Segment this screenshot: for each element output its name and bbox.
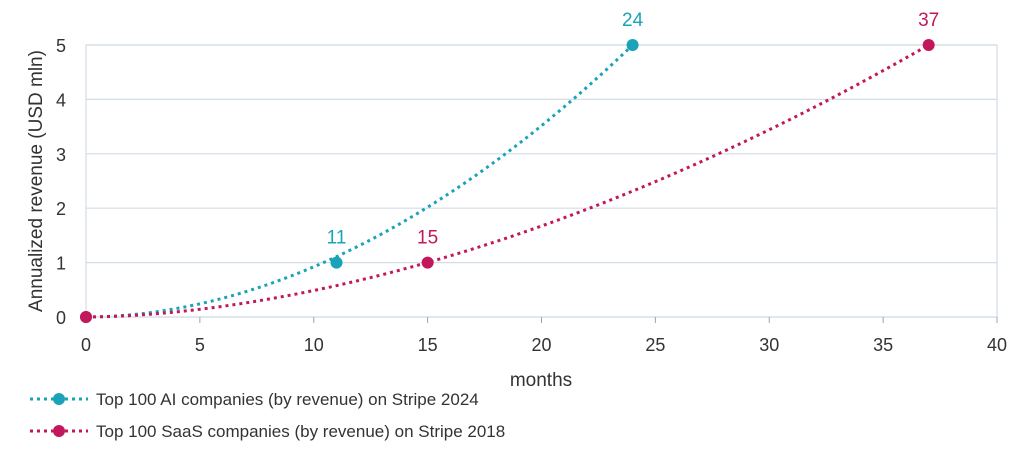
data-point-1-1 — [421, 256, 434, 269]
data-point-0-1 — [330, 256, 343, 269]
data-point-1-2 — [922, 39, 935, 51]
legend-item-saas: Top 100 SaaS companies (by revenue) on S… — [30, 422, 505, 441]
y-tick-label: 3 — [56, 145, 66, 165]
y-tick-label: 5 — [56, 36, 66, 56]
legend-marker-saas — [53, 425, 65, 437]
data-point-1-0 — [80, 311, 92, 323]
x-tick-label: 35 — [873, 335, 893, 355]
data-point-0-2 — [626, 39, 639, 51]
plot-area — [85, 44, 998, 318]
x-tick-label: 10 — [304, 335, 324, 355]
legend-marker-ai — [53, 393, 65, 405]
y-tick-label: 1 — [56, 254, 66, 274]
y-axis-label: Annualized revenue (USD mln) — [26, 50, 47, 312]
x-tick-label: 30 — [759, 335, 779, 355]
series-line-0 — [85, 43, 634, 319]
x-tick-label: 5 — [195, 335, 205, 355]
x-tick-label: 40 — [987, 335, 1007, 355]
grid — [86, 44, 997, 318]
legend-label-saas: Top 100 SaaS companies (by revenue) on S… — [96, 422, 505, 441]
legend: Top 100 AI companies (by revenue) on Str… — [30, 390, 505, 441]
axes: 0 1 2 3 4 5 0 5 10 15 20 25 30 35 40 — [56, 36, 1007, 355]
y-tick-label: 0 — [56, 308, 66, 328]
data-label-0-1: 11 — [327, 228, 347, 249]
x-tick-label: 20 — [531, 335, 551, 355]
data-label-0-2: 24 — [622, 10, 644, 31]
legend-item-ai: Top 100 AI companies (by revenue) on Str… — [30, 390, 479, 409]
series: 11 24 15 37 — [80, 10, 939, 323]
x-tick-label: 25 — [645, 335, 665, 355]
data-label-1-2: 37 — [918, 10, 939, 31]
x-tick-label: 0 — [81, 335, 91, 355]
y-tick-label: 2 — [56, 199, 66, 219]
x-tick-label: 15 — [418, 335, 438, 355]
data-label-1-1: 15 — [417, 228, 438, 249]
y-tick-label: 4 — [56, 90, 66, 110]
legend-label-ai: Top 100 AI companies (by revenue) on Str… — [96, 390, 479, 409]
x-axis-label: months — [510, 370, 572, 391]
series-line-1 — [85, 43, 930, 319]
